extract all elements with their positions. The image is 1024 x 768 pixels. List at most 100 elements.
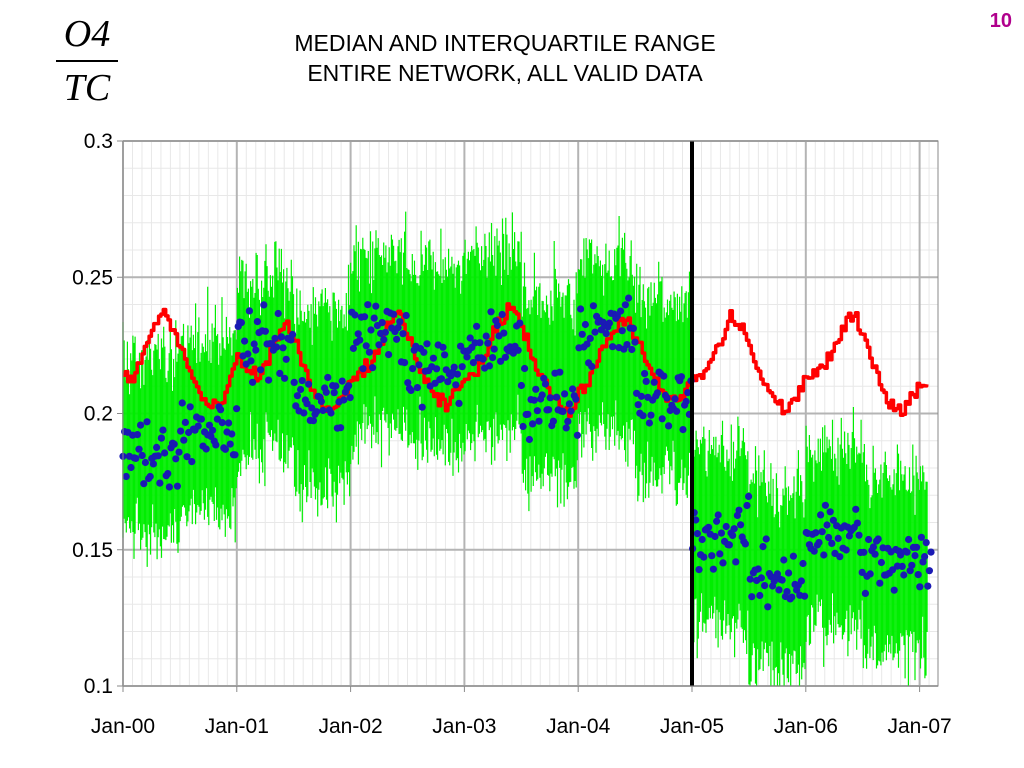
median-point	[748, 593, 756, 601]
median-point	[621, 301, 630, 309]
median-point	[855, 531, 863, 539]
median-point	[133, 431, 141, 439]
median-point	[221, 445, 229, 453]
median-point	[605, 319, 614, 327]
median-point	[524, 410, 532, 418]
median-point	[423, 340, 431, 348]
median-point	[452, 381, 460, 389]
median-point	[380, 336, 388, 344]
median-point	[825, 533, 833, 542]
median-point	[922, 539, 930, 547]
y-tick-label: 0.15	[72, 539, 113, 562]
y-tick-label: 0.3	[84, 130, 113, 153]
median-point	[297, 385, 305, 394]
median-point	[530, 396, 538, 404]
median-point	[609, 343, 617, 351]
median-point	[154, 452, 162, 460]
median-point	[525, 435, 534, 444]
median-point	[564, 417, 572, 425]
median-point	[450, 363, 458, 371]
median-point	[799, 559, 807, 568]
median-point	[345, 382, 353, 390]
median-point	[253, 318, 261, 326]
median-point	[226, 440, 234, 448]
median-point	[122, 472, 130, 481]
median-line	[123, 302, 929, 418]
median-point	[372, 302, 380, 310]
median-point	[188, 458, 196, 466]
median-point	[874, 535, 882, 543]
median-point	[729, 531, 737, 540]
median-point	[754, 565, 762, 573]
median-point	[287, 336, 295, 344]
median-point	[746, 575, 754, 583]
median-point	[645, 419, 654, 427]
median-point	[556, 368, 564, 376]
median-point	[842, 546, 850, 554]
median-point	[762, 535, 770, 543]
median-point	[433, 365, 441, 373]
median-point	[346, 394, 354, 402]
median-point	[157, 434, 165, 442]
median-point	[908, 561, 916, 569]
median-point	[172, 455, 180, 463]
median-point	[810, 547, 818, 555]
median-point	[778, 576, 786, 584]
median-point	[650, 378, 658, 386]
x-tick-label: Jan-02	[318, 715, 382, 738]
chart-title-line-2: ENTIRE NETWORK, ALL VALID DATA	[307, 60, 703, 86]
median-point	[836, 553, 844, 561]
median-point	[181, 418, 189, 426]
median-point	[439, 343, 447, 351]
median-point	[375, 341, 383, 349]
median-point	[298, 377, 306, 385]
median-point	[482, 332, 490, 340]
median-point	[586, 334, 594, 342]
median-point	[737, 521, 745, 529]
median-point	[282, 355, 290, 363]
median-point	[444, 378, 452, 386]
median-point	[233, 405, 241, 413]
median-point	[628, 345, 636, 354]
ratio-formula: O4 TC	[52, 14, 122, 108]
median-point	[303, 400, 311, 408]
median-point	[877, 558, 886, 567]
median-point	[173, 482, 181, 490]
median-point	[197, 415, 205, 423]
median-point	[289, 330, 297, 339]
median-point	[354, 330, 362, 338]
median-point	[476, 339, 484, 347]
median-point	[317, 397, 325, 406]
median-point	[212, 441, 220, 449]
median-point	[149, 460, 157, 468]
median-point	[540, 374, 548, 382]
median-point	[617, 307, 625, 315]
median-point	[389, 310, 397, 318]
median-point	[757, 574, 766, 582]
median-point	[866, 570, 874, 578]
median-point	[137, 421, 145, 429]
median-point	[393, 335, 401, 343]
median-point	[677, 373, 686, 381]
median-point	[581, 320, 590, 329]
median-point	[639, 412, 647, 420]
median-point	[319, 406, 327, 415]
median-point	[871, 550, 879, 558]
median-point	[780, 556, 788, 564]
median-point	[413, 384, 421, 392]
median-point	[788, 593, 796, 601]
formula-numerator: O4	[63, 13, 111, 55]
median-point	[773, 570, 782, 578]
median-point	[684, 389, 692, 397]
median-point	[911, 552, 919, 560]
median-point	[708, 552, 716, 560]
median-point	[165, 483, 173, 491]
median-point	[420, 348, 428, 356]
median-point	[658, 415, 666, 423]
median-point	[370, 314, 378, 322]
median-point	[177, 427, 185, 435]
median-point	[562, 424, 570, 432]
median-point	[324, 373, 332, 382]
median-point	[714, 511, 722, 519]
median-point	[917, 533, 926, 541]
